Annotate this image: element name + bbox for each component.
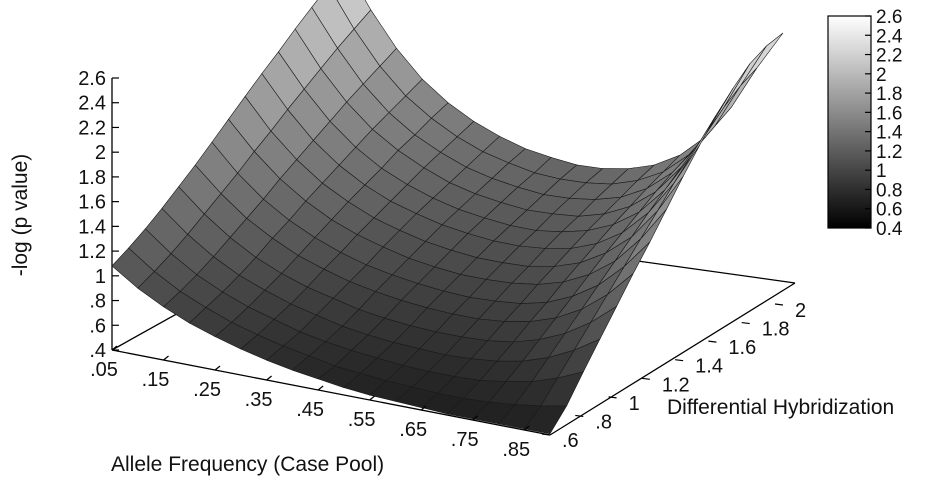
x-tick-label: .45	[296, 399, 324, 421]
z-tick-label: .6	[89, 315, 106, 337]
y-tick-mark	[675, 359, 684, 362]
x-tick-mark	[317, 385, 324, 391]
y-tick-mark	[641, 377, 650, 380]
colorbar-tick-label: 2.2	[876, 46, 902, 67]
colorbar-ticks: 0.40.60.811.21.41.61.822.22.42.6	[865, 7, 903, 240]
x-tick-label: .55	[348, 409, 376, 431]
z-tick-label: 1.4	[78, 216, 106, 238]
z-tick-label: 1.6	[78, 192, 106, 214]
x-tick-label: .75	[451, 429, 479, 451]
z-tick-label: .8	[89, 291, 106, 313]
x-tick-label: .05	[90, 359, 118, 381]
y-axis-line	[549, 282, 796, 436]
colorbar-tick-label: 2	[876, 65, 887, 86]
y-tick-mark	[541, 433, 551, 436]
colorbar-tick-label: 1.4	[876, 123, 903, 144]
z-tick-label: 1	[95, 266, 106, 288]
x-tick-mark	[163, 355, 169, 361]
y-tick-mark	[774, 303, 784, 306]
x-tick-mark	[472, 415, 479, 421]
z-tick-label: 2	[95, 142, 106, 164]
surface-patch	[523, 405, 568, 435]
y-tick-label: .6	[562, 430, 579, 452]
z-tick-label: .4	[89, 340, 106, 362]
colorbar-tick-label: 2.4	[876, 26, 903, 47]
colorbar-tick-label: 1.8	[876, 84, 902, 105]
colorbar-tick-label: 0.6	[876, 200, 902, 221]
x-tick-mark	[420, 405, 427, 411]
colorbar-tick-label: 0.8	[876, 180, 902, 201]
y-tick-label: 1.6	[728, 337, 756, 359]
surface-mesh	[111, 0, 784, 435]
surface-patch	[723, 45, 767, 108]
x-tick-mark	[523, 425, 530, 431]
x-tick-label: .25	[193, 379, 221, 401]
axis-ticks: .4.6.811.21.41.61.822.22.42.6.05.15.25.3…	[78, 68, 806, 461]
x-tick-mark	[214, 365, 221, 371]
z-axis-title: -log (p value)	[9, 154, 32, 277]
colorbar-tick-label: 1	[876, 161, 887, 182]
x-tick-label: .85	[502, 439, 530, 461]
colorbar-tick-label: 0.4	[876, 219, 903, 240]
y-tick-mark	[708, 340, 717, 343]
x-axis-title: Allele Frequency (Case Pool)	[111, 453, 384, 476]
x-axis-line	[111, 349, 551, 436]
x-tick-label: .15	[142, 369, 170, 391]
x-tick-mark	[369, 395, 376, 401]
y-tick-label: 1.4	[695, 356, 723, 378]
colorbar: 0.40.60.811.21.41.61.822.22.42.6	[827, 7, 903, 240]
z-tick-label: 2.4	[78, 93, 106, 115]
x-tick-mark	[111, 345, 118, 351]
surface-patch	[714, 67, 758, 127]
surface-patch	[740, 32, 784, 86]
z-tick-label: 1.2	[78, 241, 106, 263]
z-tick-label: 2.2	[78, 117, 106, 139]
colorbar-tick-label: 1.6	[876, 103, 902, 124]
y-tick-label: 1	[629, 393, 640, 415]
y-tick-mark	[575, 414, 584, 418]
colorbar-tick-label: 2.6	[876, 7, 902, 28]
surface-patch	[673, 114, 717, 184]
z-tick-label: 2.6	[78, 68, 106, 90]
z-tick-label: 1.8	[78, 167, 106, 189]
y-tick-mark	[741, 321, 750, 325]
y-tick-label: 1.2	[662, 374, 690, 396]
x-tick-label: .65	[399, 419, 427, 441]
x-tick-label: .35	[245, 389, 273, 411]
y-tick-label: 1.8	[762, 319, 790, 341]
x-tick-mark	[266, 375, 272, 381]
colorbar-tick-label: 1.2	[876, 142, 902, 163]
y-tick-label: .8	[595, 411, 612, 433]
y-tick-mark	[608, 396, 617, 399]
colorbar-gradient	[827, 15, 872, 229]
y-tick-label: 2	[795, 300, 806, 322]
y-axis-title: Differential Hybridization	[667, 396, 894, 419]
